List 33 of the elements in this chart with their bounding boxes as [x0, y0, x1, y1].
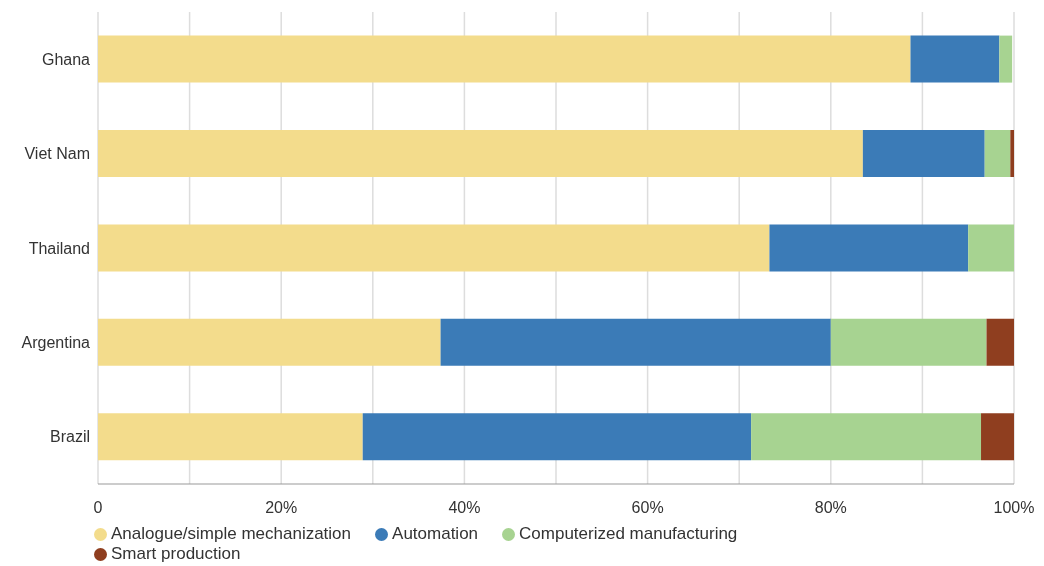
y-tick-label: Argentina [21, 334, 91, 352]
bar [769, 224, 969, 272]
bar [981, 413, 1014, 461]
bar [830, 318, 987, 366]
legend-label: Automation [392, 524, 479, 543]
bar [98, 35, 911, 83]
bar [98, 224, 770, 272]
legend-label: Smart production [111, 544, 241, 563]
bar [862, 130, 985, 177]
bar [98, 130, 863, 177]
bar [362, 413, 752, 461]
bar [910, 35, 1000, 83]
bar [751, 413, 982, 461]
bar [98, 318, 441, 366]
bar [968, 224, 1014, 272]
legend-label: Analogue/simple mechanization [111, 524, 352, 543]
x-tick-label: 100% [993, 499, 1035, 517]
x-tick-label: 40% [448, 499, 481, 517]
x-tick-label: 60% [631, 499, 664, 517]
legend-label: Computerized manufacturing [519, 524, 738, 543]
y-tick-label: Thailand [28, 239, 90, 257]
x-tick-label: 20% [265, 499, 298, 517]
x-tick-label: 0 [93, 499, 103, 517]
bar [98, 413, 363, 461]
bar [984, 130, 1011, 177]
bar [1010, 130, 1014, 177]
x-tick-label: 80% [814, 499, 847, 517]
bar [999, 35, 1013, 83]
bar [440, 318, 831, 366]
y-tick-label: Ghana [41, 50, 91, 68]
y-tick-label: Viet Nam [24, 145, 90, 163]
y-tick-label: Brazil [49, 428, 90, 446]
bar [986, 318, 1014, 366]
